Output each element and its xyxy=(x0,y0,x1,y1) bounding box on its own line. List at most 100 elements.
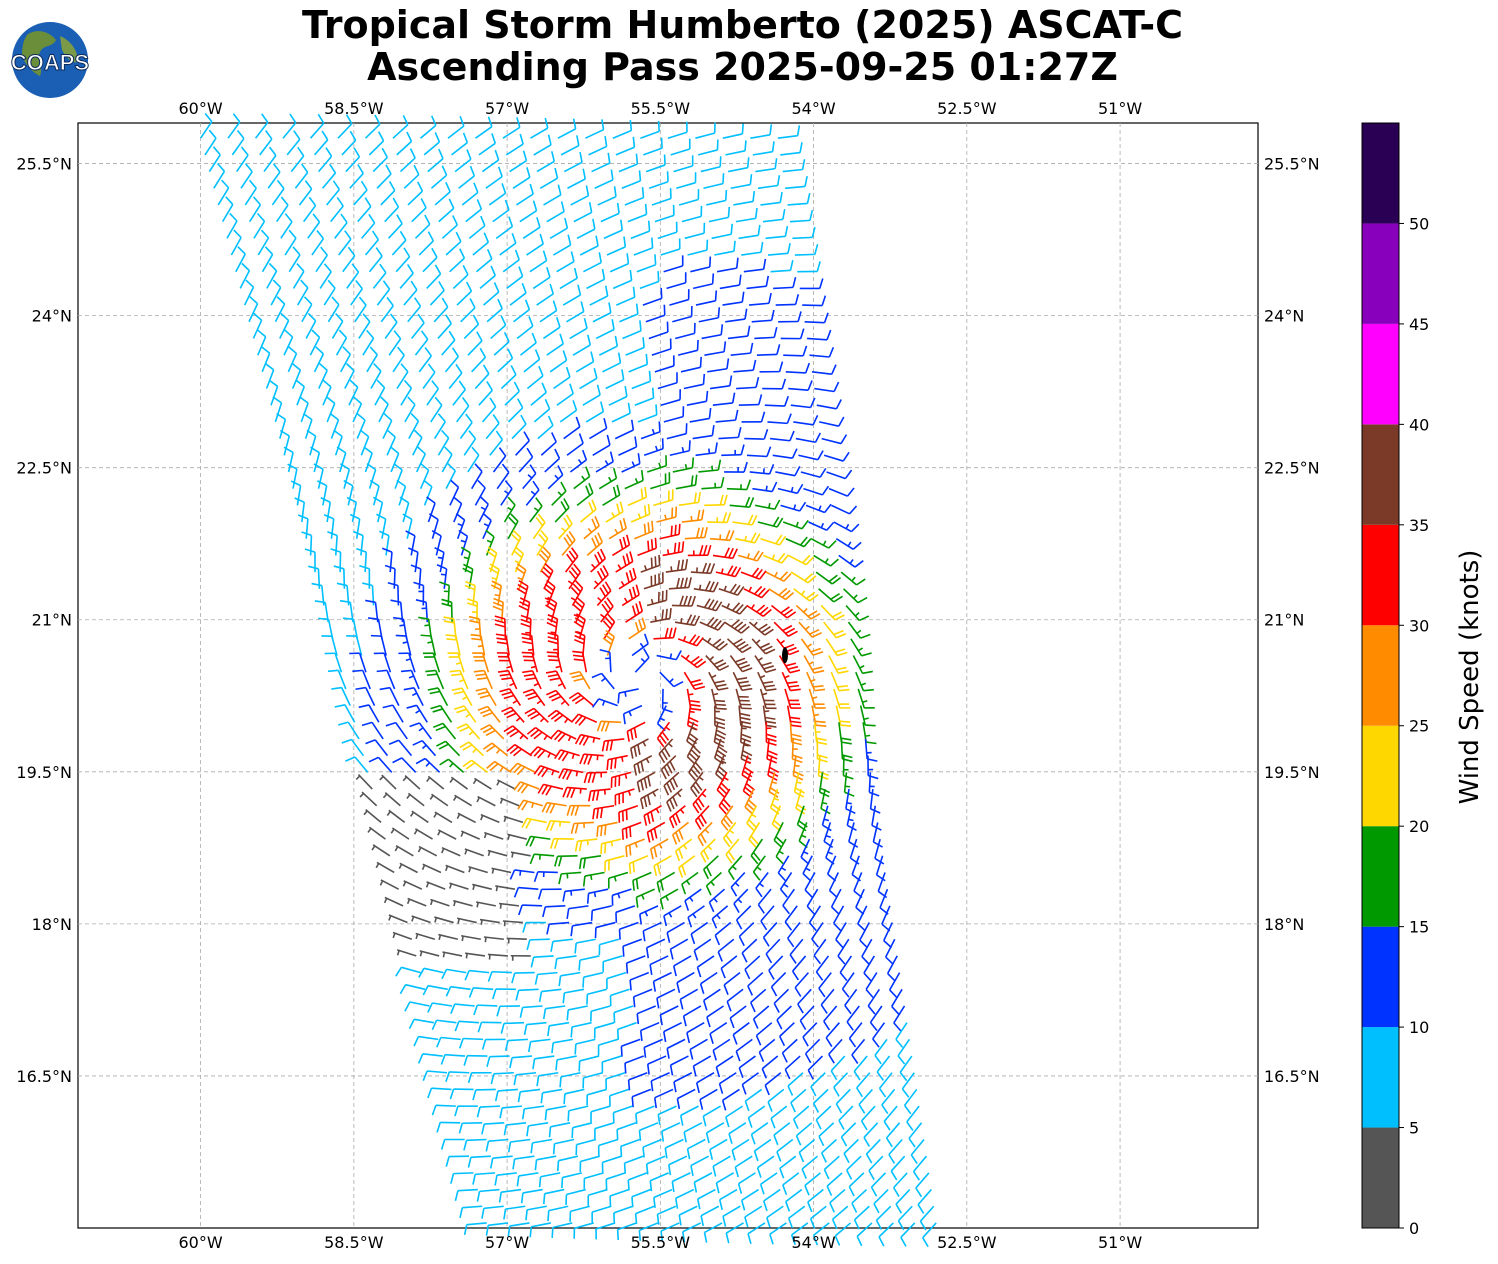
wind-barb xyxy=(829,1188,846,1213)
wind-barb xyxy=(593,1021,615,1039)
wind-barb xyxy=(346,263,360,289)
wind-barb xyxy=(668,1155,688,1176)
axis-tick-labels: 60°W 60°W 58.5°W 58.5°W 57°W 57°W 55.5°W 55.5°W… xyxy=(16,99,1319,1252)
wind-barb xyxy=(441,968,467,980)
wind-barb xyxy=(299,396,309,423)
wind-barb xyxy=(382,704,404,723)
wind-barb xyxy=(695,442,718,457)
wind-barb xyxy=(718,583,745,596)
lon-tick-label-bottom: 60°W xyxy=(179,1233,223,1252)
wind-barb xyxy=(476,1188,500,1202)
wind-barb xyxy=(709,375,733,390)
wind-barb xyxy=(891,988,903,1015)
wind-barb xyxy=(884,938,896,965)
wind-barb xyxy=(629,738,649,759)
wind-barb xyxy=(838,722,852,745)
colorbar-tick-label: 20 xyxy=(1409,817,1429,836)
wind-barb xyxy=(572,650,588,673)
wind-barbs-layer xyxy=(199,113,937,1248)
wind-barb xyxy=(806,671,826,692)
wind-barb xyxy=(434,546,445,573)
wind-barb xyxy=(287,346,298,373)
colorbar-bin xyxy=(1362,826,1399,927)
wind-barb xyxy=(522,464,537,490)
wind-barb xyxy=(555,1055,577,1071)
wind-barb xyxy=(421,863,442,874)
wind-barb xyxy=(349,164,364,189)
wind-barb xyxy=(810,538,837,549)
wind-barb xyxy=(820,988,835,1014)
wind-barb xyxy=(601,1155,622,1173)
wind-barb xyxy=(287,463,298,489)
colorbar-tick-label: 10 xyxy=(1409,1018,1429,1037)
wind-barb xyxy=(487,970,512,982)
wind-barb xyxy=(516,183,534,206)
wind-barb xyxy=(804,1038,821,1064)
wind-barb xyxy=(543,1188,565,1205)
wind-barb xyxy=(563,1088,585,1105)
wind-barb xyxy=(338,230,352,256)
wind-barb xyxy=(326,396,336,423)
wind-barb xyxy=(580,499,597,523)
storm-center-marker xyxy=(781,647,788,664)
wind-barb xyxy=(465,199,483,223)
wind-barb xyxy=(331,686,351,706)
wind-barb xyxy=(472,1088,496,1101)
wind-barb xyxy=(585,119,605,139)
wind-barb xyxy=(715,565,742,578)
wind-barb xyxy=(752,141,775,156)
wind-barb xyxy=(496,1005,520,1017)
wind-barb xyxy=(660,389,681,406)
wind-barb xyxy=(863,955,875,982)
wind-barb xyxy=(470,463,483,490)
wind-barb xyxy=(680,356,702,373)
wind-barb xyxy=(530,1138,553,1154)
wind-barb xyxy=(472,883,492,890)
wind-barb xyxy=(752,855,766,881)
wind-barb xyxy=(747,972,764,996)
wind-barb xyxy=(699,616,726,631)
wind-barb xyxy=(518,447,534,473)
wind-barb xyxy=(353,180,368,206)
wind-barb xyxy=(601,738,625,752)
wind-barb xyxy=(868,1155,884,1181)
wind-barb xyxy=(761,1055,779,1079)
wind-barb xyxy=(908,1122,923,1148)
wind-barb xyxy=(811,922,824,948)
wind-barb xyxy=(810,1072,826,1097)
wind-barb xyxy=(773,277,797,290)
wind-barb xyxy=(500,365,517,390)
wind-barb xyxy=(437,314,452,339)
wind-barb xyxy=(618,804,639,823)
wind-barb xyxy=(799,278,824,290)
wind-barb xyxy=(386,809,406,824)
wind-barb xyxy=(645,938,666,959)
wind-barb xyxy=(800,638,824,656)
wind-barb xyxy=(770,1105,788,1129)
wind-barb xyxy=(688,755,703,781)
wind-barb xyxy=(513,299,531,323)
wind-barb xyxy=(795,432,822,444)
wind-barb xyxy=(521,632,535,656)
wind-barb xyxy=(808,905,822,932)
wind-barb xyxy=(436,1121,461,1133)
wind-barb xyxy=(450,1003,475,1014)
wind-barb xyxy=(704,341,727,356)
wind-barb xyxy=(783,345,808,357)
wind-barb xyxy=(467,331,483,356)
wind-barb xyxy=(594,1122,615,1140)
wind-barb xyxy=(720,955,738,979)
wind-barb xyxy=(567,1105,589,1122)
wind-barb xyxy=(678,189,700,206)
wind-barb xyxy=(576,482,594,506)
wind-barb xyxy=(702,988,721,1011)
wind-barb xyxy=(516,316,534,340)
wind-barb xyxy=(554,749,580,762)
wind-barb xyxy=(684,222,706,240)
wind-barb xyxy=(649,838,669,860)
wind-barb xyxy=(449,1088,474,1100)
wind-barb xyxy=(579,1155,600,1172)
wind-barb xyxy=(631,633,649,657)
wind-barb xyxy=(646,821,666,843)
wind-barb xyxy=(559,267,578,290)
